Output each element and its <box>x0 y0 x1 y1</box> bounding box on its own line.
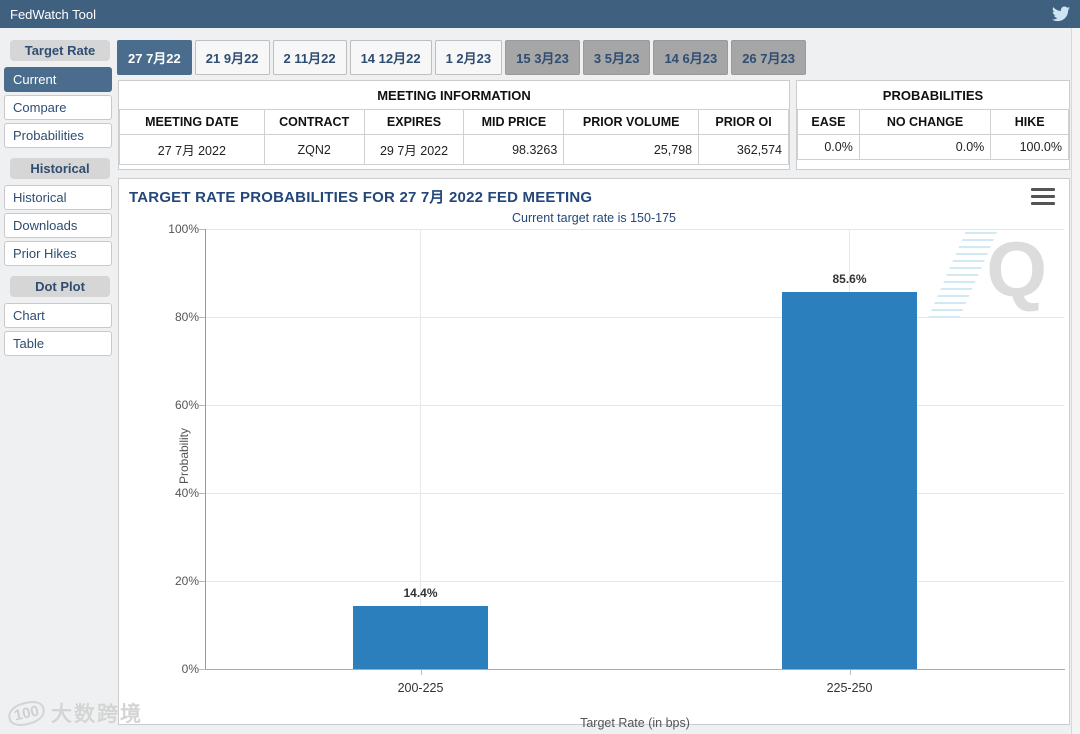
chart-subtitle: Current target rate is 150-175 <box>512 211 676 225</box>
col-header-contract: CONTRACT <box>263 109 365 135</box>
x-axis-line <box>205 669 1065 670</box>
sidebar-item-current[interactable]: Current <box>4 67 112 92</box>
gridline-100% <box>206 229 1064 230</box>
sidebar-item-compare[interactable]: Compare <box>4 95 112 120</box>
tab-meeting-0[interactable]: 27 7月22 <box>117 40 192 75</box>
sidebar-item-historical[interactable]: Historical <box>4 185 112 210</box>
scrollbar[interactable] <box>1071 28 1080 734</box>
site-watermark-logo: 100 <box>6 697 48 729</box>
col-header-prior-oi: PRIOR OI <box>698 109 789 135</box>
y-tick-60% <box>199 405 205 406</box>
col-header-no-change: NO CHANGE <box>858 109 992 135</box>
meeting-information-table: MEETING DATE CONTRACT EXPIRES MID PRICE PRIO… <box>119 109 789 165</box>
bar-value-label-225-250: 85.6% <box>832 272 867 287</box>
sidebar-item-probabilities[interactable]: Probabilities <box>4 123 112 148</box>
gridline-40% <box>206 493 1064 494</box>
tab-meeting-2[interactable]: 2 11月22 <box>272 40 347 75</box>
y-tick-label-40%: 40% <box>174 486 199 500</box>
sidebar-item-prior-hikes[interactable]: Prior Hikes <box>4 241 112 266</box>
col-header-expires: EXPIRES <box>363 109 465 135</box>
cell-contract: ZQN2 <box>263 134 365 165</box>
cell-expires: 29 7月 2022 <box>363 134 465 165</box>
x-category-label-225-250: 225-250 <box>826 681 873 695</box>
cell-prior-volume: 25,798 <box>563 134 700 165</box>
y-tick-label-0%: 0% <box>181 662 199 676</box>
probabilities-panel: PROBABILITIES EASE NO CHANGE HIKE 0.0% 0.0%… <box>796 80 1070 170</box>
chart-panel: TARGET RATE PROBABILITIES FOR 27 7月 2022… <box>118 178 1070 730</box>
y-tick-0% <box>199 669 205 670</box>
cell-meeting-date: 27 7月 2022 <box>119 134 265 165</box>
y-tick-20% <box>199 581 205 582</box>
y-axis-line <box>205 229 206 669</box>
plot-area: Probability Target Rate (in bps) 0% 20% 40… <box>168 222 1065 730</box>
bar-value-label-200-225: 14.4% <box>403 585 438 600</box>
x-gridline-200-225 <box>420 229 421 669</box>
app-title: FedWatch Tool <box>10 6 96 22</box>
gridline-80% <box>206 317 1064 318</box>
probabilities-header-row: EASE NO CHANGE HIKE <box>797 109 1069 135</box>
x-tick-225-250 <box>849 670 851 675</box>
chart-menu-icon[interactable] <box>1031 188 1055 205</box>
gridline-60% <box>206 405 1064 406</box>
y-tick-80% <box>199 317 205 318</box>
gridline-20% <box>206 581 1064 582</box>
cell-no-change: 0.0% <box>858 134 992 160</box>
probabilities-title: PROBABILITIES <box>882 88 984 103</box>
tab-meeting-3[interactable]: 14 12月22 <box>349 40 432 75</box>
meeting-date-tabs: 27 7月22 21 9月22 2 11月22 14 12月22 1 2月23 15 3月… <box>117 40 806 75</box>
y-tick-label-20%: 20% <box>174 574 199 588</box>
col-header-ease: EASE <box>797 109 860 135</box>
tab-meeting-6[interactable]: 3 5月23 <box>582 40 651 75</box>
app-header: FedWatch Tool <box>0 0 1080 28</box>
col-header-meeting-date: MEETING DATE <box>119 109 265 135</box>
cell-ease: 0.0% <box>797 134 860 160</box>
y-tick-label-60%: 60% <box>174 398 199 412</box>
y-tick-label-80%: 80% <box>174 310 199 324</box>
sidebar-item-chart[interactable]: Chart <box>4 303 112 328</box>
twitter-icon[interactable] <box>1052 6 1070 22</box>
sidebar-item-table[interactable]: Table <box>4 331 112 356</box>
cell-hike: 100.0% <box>990 134 1069 160</box>
col-header-prior-volume: PRIOR VOLUME <box>563 109 700 135</box>
col-header-hike: HIKE <box>990 109 1069 135</box>
tab-meeting-5[interactable]: 15 3月23 <box>505 40 580 75</box>
meeting-information-header-row: MEETING DATE CONTRACT EXPIRES MID PRICE PRIO… <box>119 109 789 135</box>
x-tick-200-225 <box>420 670 422 675</box>
chart-title: TARGET RATE PROBABILITIES FOR 27 7月 2022… <box>129 189 593 206</box>
probabilities-table: EASE NO CHANGE HIKE 0.0% 0.0% 100.0% <box>797 109 1069 160</box>
sidebar-section-historical: Historical <box>10 158 110 179</box>
probabilities-value-row: 0.0% 0.0% 100.0% <box>797 134 1069 160</box>
bar-225-250[interactable] <box>782 292 917 669</box>
sidebar-item-downloads[interactable]: Downloads <box>4 213 112 238</box>
x-axis-title: Target Rate (in bps) <box>580 716 690 730</box>
tab-meeting-8[interactable]: 26 7月23 <box>731 40 806 75</box>
meeting-information-value-row: 27 7月 2022 ZQN2 29 7月 2022 98.3263 25,798 362… <box>119 134 789 165</box>
tab-meeting-7[interactable]: 14 6月23 <box>653 40 729 75</box>
y-tick-label-100%: 100% <box>168 222 199 236</box>
sidebar: Target Rate Current Compare Probabilities Hi… <box>4 40 112 359</box>
meeting-information-title: MEETING INFORMATION <box>377 88 531 103</box>
cell-mid-price: 98.3263 <box>463 134 565 165</box>
col-header-mid-price: MID PRICE <box>463 109 565 135</box>
sidebar-section-dot-plot: Dot Plot <box>10 276 110 297</box>
y-tick-40% <box>199 493 205 494</box>
sidebar-section-target-rate: Target Rate <box>10 40 110 61</box>
tab-meeting-4[interactable]: 1 2月23 <box>434 40 503 75</box>
y-tick-100% <box>199 229 205 230</box>
y-axis-title: Probability <box>177 427 191 485</box>
tab-meeting-1[interactable]: 21 9月22 <box>194 40 270 75</box>
meeting-information-panel: MEETING INFORMATION MEETING DATE CONTRACT… <box>118 80 790 170</box>
x-category-label-200-225: 200-225 <box>397 681 444 695</box>
bar-200-225[interactable] <box>353 605 488 669</box>
cell-prior-oi: 362,574 <box>698 134 789 165</box>
